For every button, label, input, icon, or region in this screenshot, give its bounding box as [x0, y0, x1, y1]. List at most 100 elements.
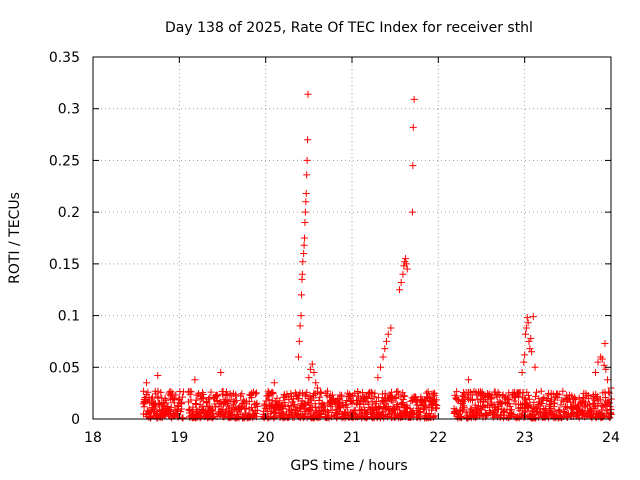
x-axis-ticks: 18 19 20 21 22 23 24 [84, 57, 620, 446]
data-point [397, 278, 405, 286]
data-point [371, 389, 379, 397]
data-point [424, 388, 432, 396]
data-point [559, 387, 567, 395]
data-point [399, 389, 407, 397]
data-point [400, 392, 408, 400]
data-point [206, 402, 214, 410]
data-point [151, 403, 159, 411]
data-point [316, 393, 324, 401]
data-point [295, 394, 303, 402]
data-point [524, 391, 532, 399]
data-point [598, 355, 606, 363]
data-point [601, 339, 609, 347]
data-point [416, 407, 424, 415]
data-point [407, 397, 415, 405]
data-point [606, 414, 614, 422]
data-point [300, 399, 308, 407]
data-point [402, 260, 410, 268]
x-tick-label: 21 [343, 430, 361, 446]
data-point [238, 390, 246, 398]
data-point [528, 348, 536, 356]
data-point [204, 403, 212, 411]
data-point [193, 391, 201, 399]
data-point [140, 387, 148, 395]
data-point [525, 337, 533, 345]
data-point [297, 291, 305, 299]
data-point [460, 390, 468, 398]
data-point [535, 395, 543, 403]
data-point [431, 389, 439, 397]
data-point [394, 387, 402, 395]
data-point [409, 123, 417, 131]
data-point [268, 397, 276, 405]
data-point [408, 208, 416, 216]
data-point [143, 379, 151, 387]
data-point [526, 401, 534, 409]
data-point [575, 394, 583, 402]
x-tick-label: 22 [429, 430, 447, 446]
data-point [579, 393, 587, 401]
data-point [571, 396, 579, 404]
data-point [169, 395, 177, 403]
data-point [529, 313, 537, 321]
data-point [465, 376, 473, 384]
data-point [343, 403, 351, 411]
chart-title: Day 138 of 2025, Rate Of TEC Index for r… [165, 20, 533, 36]
data-point [252, 401, 260, 409]
data-point [367, 388, 375, 396]
data-point [157, 388, 165, 396]
y-tick-label: 0 [71, 412, 80, 428]
data-point [302, 190, 310, 198]
data-point [148, 395, 156, 403]
data-point [594, 399, 602, 407]
data-point [303, 156, 311, 164]
data-point [313, 384, 321, 392]
data-point [533, 388, 541, 396]
data-point [222, 391, 230, 399]
data-point [265, 396, 273, 404]
data-point [399, 270, 407, 278]
data-point [550, 400, 558, 408]
data-point [453, 395, 461, 403]
data-point [304, 136, 312, 144]
data-point [402, 255, 410, 263]
data-point [591, 368, 599, 376]
data-point [162, 396, 170, 404]
data-point [324, 407, 332, 415]
data-point [459, 405, 467, 413]
data-point [301, 218, 309, 226]
data-point [578, 398, 586, 406]
data-point [570, 395, 578, 403]
data-point [478, 388, 486, 396]
data-point [262, 400, 270, 408]
data-point [375, 394, 383, 402]
data-points [139, 90, 615, 422]
data-point [370, 393, 378, 401]
y-tick-label: 0.25 [49, 153, 80, 169]
data-point [431, 412, 439, 420]
data-point [217, 368, 225, 376]
data-point [308, 360, 316, 368]
data-point [142, 398, 150, 406]
data-point [605, 389, 613, 397]
data-point [523, 314, 531, 322]
data-point [362, 409, 370, 417]
data-point [524, 402, 532, 410]
data-point [324, 387, 332, 395]
data-point [217, 405, 225, 413]
data-point [252, 390, 260, 398]
data-point [245, 397, 253, 405]
data-point [164, 402, 172, 410]
data-point [178, 393, 186, 401]
data-point [301, 208, 309, 216]
data-point [166, 410, 174, 418]
y-tick-label: 0.05 [49, 360, 80, 376]
y-tick-label: 0.2 [58, 205, 80, 221]
data-point [211, 403, 219, 411]
data-point [526, 345, 534, 353]
data-point [196, 414, 204, 422]
data-point [389, 398, 397, 406]
data-point [522, 330, 530, 338]
x-tick-label: 24 [602, 430, 620, 446]
